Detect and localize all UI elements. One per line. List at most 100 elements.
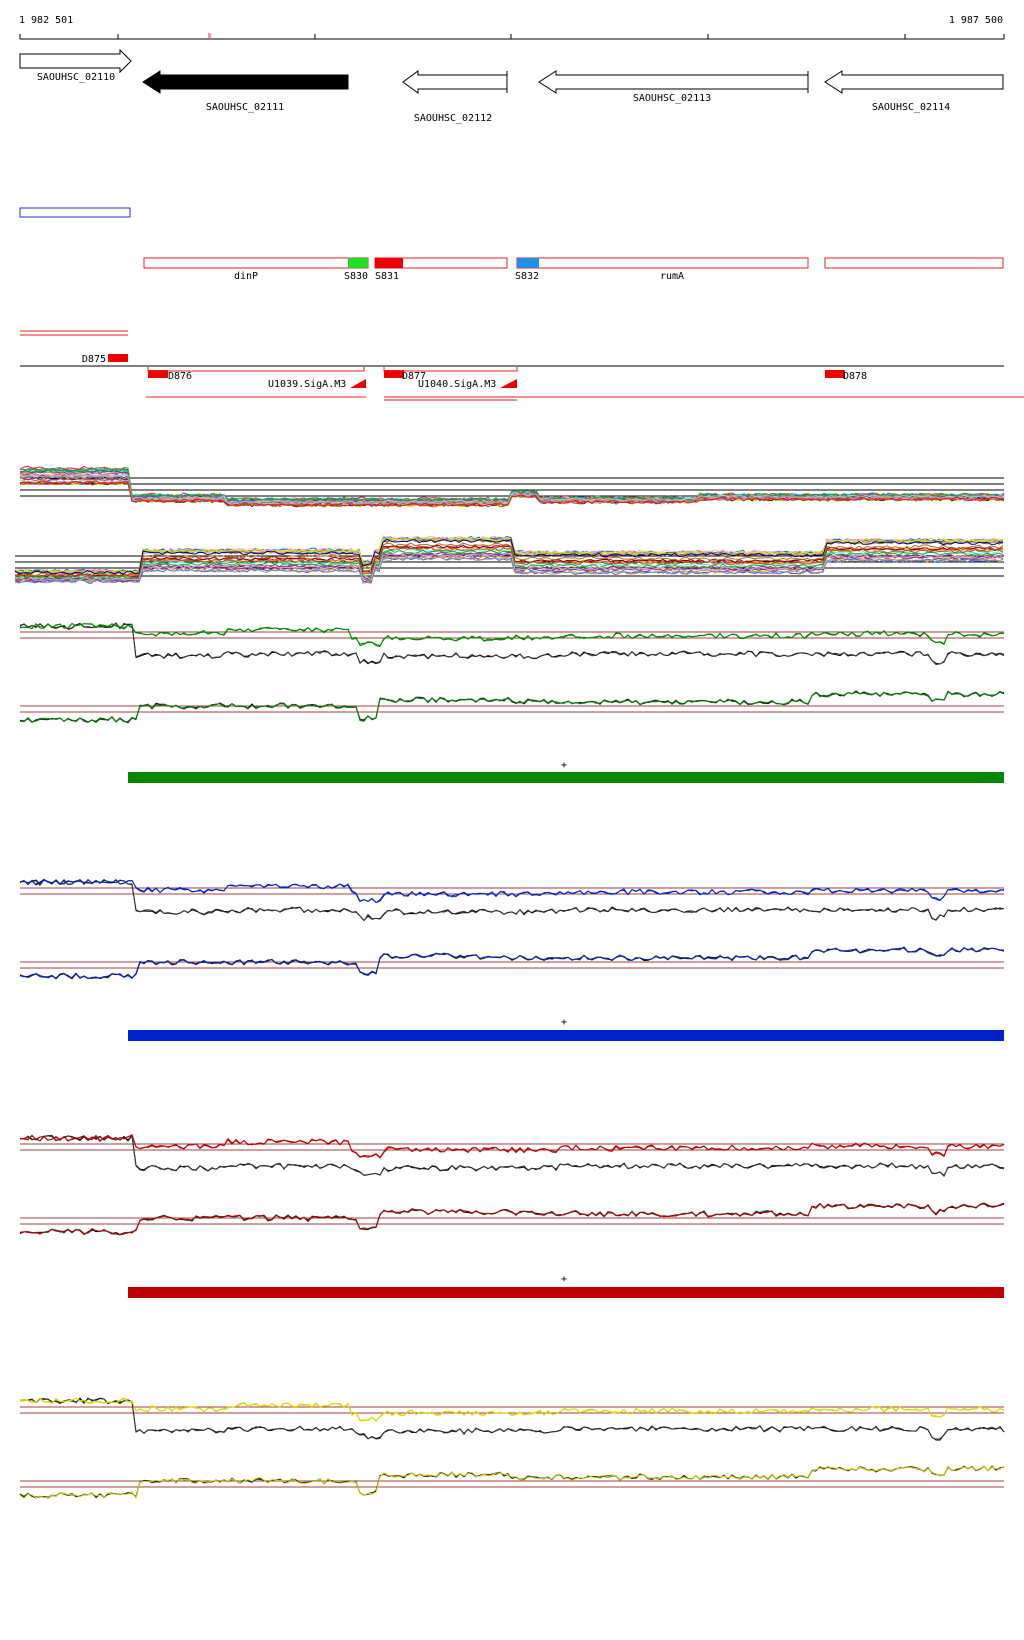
segment-label-s831: S831 — [375, 271, 399, 282]
utr-label-u1040: U1040.SigA.M3 — [418, 379, 496, 390]
condition-traces — [19, 1397, 1005, 1500]
forward-trace-reference — [19, 1134, 1005, 1177]
forward-trace-reference — [19, 1397, 1005, 1441]
sample-trace — [14, 553, 1004, 583]
segment-s831-block[interactable] — [375, 258, 403, 268]
segment-right[interactable] — [824, 257, 1004, 269]
forward-trace-condition — [19, 878, 1005, 904]
reverse-trace-reference — [19, 946, 1005, 980]
condition-traces — [19, 878, 1005, 980]
utr-u1039-flag — [350, 379, 366, 388]
forward-trace-condition — [19, 622, 1005, 648]
segment-rumA[interactable] — [516, 257, 809, 269]
sample-trace — [15, 536, 1004, 574]
segment-s830-block[interactable] — [348, 258, 368, 268]
utr-u1040-flag — [500, 379, 517, 388]
gene-label: SAOUHSC_02114 — [872, 102, 950, 113]
condition-panel-blue: + — [19, 878, 1005, 1041]
condition-panels: + + + — [19, 622, 1005, 1500]
strand-plus-label: + — [561, 1274, 567, 1285]
segment-s832-block[interactable] — [517, 258, 539, 268]
forward-trace-reference — [19, 622, 1005, 666]
gene-arrow[interactable] — [538, 70, 809, 94]
condition-traces — [19, 1133, 1005, 1236]
gene-arrow[interactable] — [142, 70, 349, 94]
segment-label-dinp: dinP — [234, 271, 258, 282]
segment-dinp[interactable] — [143, 257, 369, 269]
feature-label-d876: D876 — [168, 371, 192, 382]
forward-trace-reference — [19, 878, 1005, 922]
forward-trace-condition — [19, 622, 1005, 647]
multi-sample-track-reverse — [14, 535, 1004, 584]
reverse-trace-condition — [19, 947, 1004, 980]
forward-trace-condition — [19, 878, 1005, 904]
utr-label-u1039: U1039.SigA.M3 — [268, 379, 346, 390]
sample-trace — [14, 544, 1004, 578]
gene-label: SAOUHSC_02112 — [414, 113, 492, 124]
feature-d876-block[interactable] — [148, 370, 168, 378]
ruler-end-label: 1 987 500 — [949, 15, 1003, 26]
condition-bar[interactable] — [128, 1287, 1004, 1298]
sample-trace — [14, 542, 1004, 577]
forward-trace-reference — [19, 1134, 1005, 1177]
gene-arrow[interactable] — [19, 48, 132, 74]
segment-label-s832: S832 — [515, 271, 539, 282]
reverse-trace-condition — [19, 1202, 1005, 1236]
reverse-trace-reference — [19, 690, 1005, 724]
gene-saouhsc-02111[interactable]: SAOUHSC_02111 — [142, 70, 349, 113]
feature-label-d878: D878 — [843, 371, 867, 382]
forward-trace-condition — [19, 1397, 1005, 1422]
multi-sample-track-forward — [19, 465, 1005, 508]
gene-label: SAOUHSC_02111 — [206, 102, 284, 113]
gene-saouhsc-02112[interactable]: SAOUHSC_02112 — [402, 70, 508, 124]
ruler-ticks — [19, 34, 1005, 39]
gene-arrow[interactable] — [402, 70, 508, 94]
reverse-trace-condition — [19, 1465, 1005, 1500]
condition-panel-red: + — [19, 1133, 1005, 1298]
feature-d877-block[interactable] — [384, 370, 404, 378]
reverse-trace-reference — [19, 691, 1005, 723]
segment-label-ruma: rumA — [660, 271, 684, 282]
sample-trace — [14, 552, 1004, 583]
segment-track: dinP S830 S831 S832 rumA — [143, 257, 1004, 282]
reverse-trace-reference — [19, 946, 1005, 980]
segment-label-s830: S830 — [344, 271, 368, 282]
condition-bar[interactable] — [128, 1030, 1004, 1041]
condition-traces — [19, 622, 1005, 724]
sample-trace — [14, 538, 1004, 576]
gene-saouhsc-02110[interactable]: SAOUHSC_02110 — [19, 48, 132, 83]
reverse-trace-reference — [19, 1202, 1005, 1236]
sample-trace — [19, 480, 1005, 508]
sample-trace — [14, 555, 1003, 584]
strand-plus-label: + — [561, 1017, 567, 1028]
reverse-trace-reference — [19, 1465, 1005, 1499]
feature-d875-block[interactable] — [108, 354, 128, 362]
gene-track: SAOUHSC_02110 SAOUHSC_02111 SAOUHSC_0211… — [19, 48, 1004, 124]
gene-saouhsc-02114[interactable]: SAOUHSC_02114 — [824, 70, 1004, 113]
utr-u1040-bracket — [383, 367, 518, 372]
forward-trace-reference — [19, 879, 1005, 922]
feature-label-d875: D875 — [82, 354, 106, 365]
gene-label: SAOUHSC_02110 — [37, 72, 115, 83]
forward-trace-condition — [19, 1397, 1005, 1422]
feature-d878-block[interactable] — [825, 370, 845, 378]
condition-panel-yellow — [19, 1397, 1005, 1500]
gene-label: SAOUHSC_02113 — [633, 93, 711, 104]
feature-track: D875 D876 U1039.SigA.M3 D877 U1040.SigA.… — [20, 330, 1024, 401]
gene-arrow[interactable] — [824, 70, 1004, 94]
forward-trace-reference — [19, 1397, 1005, 1440]
gene-saouhsc-02113[interactable]: SAOUHSC_02113 — [538, 70, 809, 104]
forward-trace-reference — [19, 622, 1005, 665]
feature-label-d877: D877 — [402, 371, 426, 382]
ruler-marker — [208, 33, 211, 38]
condition-bar[interactable] — [128, 772, 1004, 783]
strand-plus-label: + — [561, 760, 567, 771]
forward-trace-condition — [19, 1133, 1005, 1159]
ruler-start-label: 1 982 501 — [19, 15, 73, 26]
sample-trace — [15, 546, 1004, 579]
reverse-trace-reference — [19, 1465, 1005, 1499]
condition-panel-green: + — [19, 622, 1005, 783]
reverse-trace-reference — [19, 1203, 1005, 1236]
overview-box[interactable] — [19, 207, 131, 218]
